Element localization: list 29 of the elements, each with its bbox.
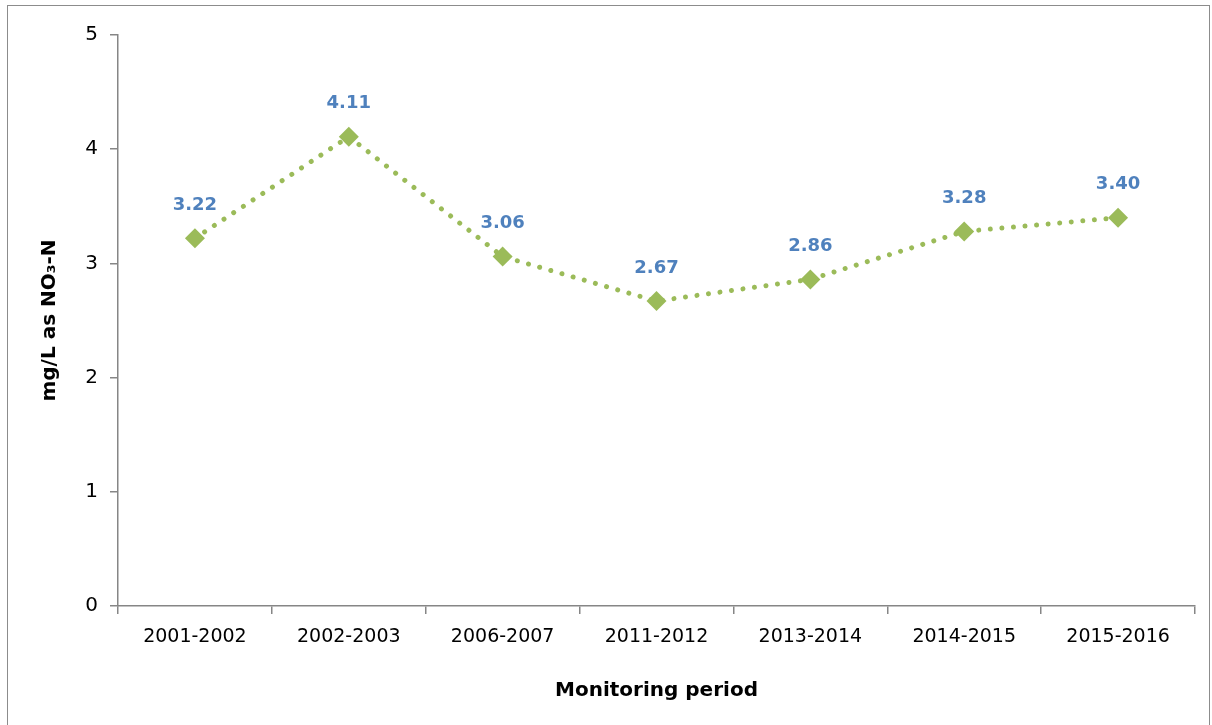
x-tick-label: 2014-2015: [912, 624, 1016, 647]
x-tick-label: 2002-2003: [297, 624, 401, 647]
point: [338, 126, 359, 147]
x-tick-label: 2013-2014: [758, 624, 863, 647]
y-tick-label: 5: [85, 21, 98, 46]
data-label: 3.06: [480, 211, 525, 233]
point: [1108, 207, 1129, 228]
x-tick-label: 2015-2016: [1066, 624, 1170, 647]
y-tick-label: 1: [85, 478, 98, 502]
point: [646, 291, 667, 312]
point: [800, 269, 821, 290]
point: [954, 221, 975, 242]
x-tick-label: 2006-2007: [450, 624, 555, 647]
x-tick-label: 2001-2002: [143, 624, 247, 647]
data-label: 2.86: [788, 234, 833, 256]
data-label: 3.40: [1095, 172, 1141, 194]
y-axis-title: mg/L as NO₃-N: [36, 239, 61, 402]
data-label: 3.22: [172, 192, 218, 214]
x-tick-label: 2011-2012: [604, 624, 709, 647]
data-label: 3.28: [942, 186, 987, 208]
y-tick-label: 3: [85, 249, 98, 274]
data-label: 2.67: [634, 255, 679, 277]
y-tick-label: 2: [85, 363, 98, 388]
point: [184, 228, 205, 249]
y-tick-label: 0: [85, 592, 98, 617]
y-tick-label: 4: [85, 135, 98, 160]
point: [492, 246, 513, 267]
data-label: 4.11: [326, 91, 371, 113]
x-axis-title: Monitoring period: [555, 677, 758, 702]
